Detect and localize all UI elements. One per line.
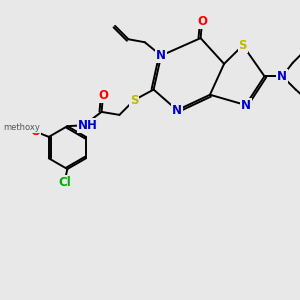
Text: N: N xyxy=(156,49,166,62)
Text: N: N xyxy=(172,104,182,117)
Text: NH: NH xyxy=(78,119,98,132)
Text: O: O xyxy=(98,89,108,102)
Text: N: N xyxy=(277,70,287,83)
Text: S: S xyxy=(130,94,139,106)
Text: O: O xyxy=(197,15,207,28)
Text: S: S xyxy=(238,39,247,52)
Text: methoxy: methoxy xyxy=(4,124,41,133)
Text: O: O xyxy=(30,125,40,138)
Text: Cl: Cl xyxy=(58,176,71,189)
Text: N: N xyxy=(241,98,251,112)
